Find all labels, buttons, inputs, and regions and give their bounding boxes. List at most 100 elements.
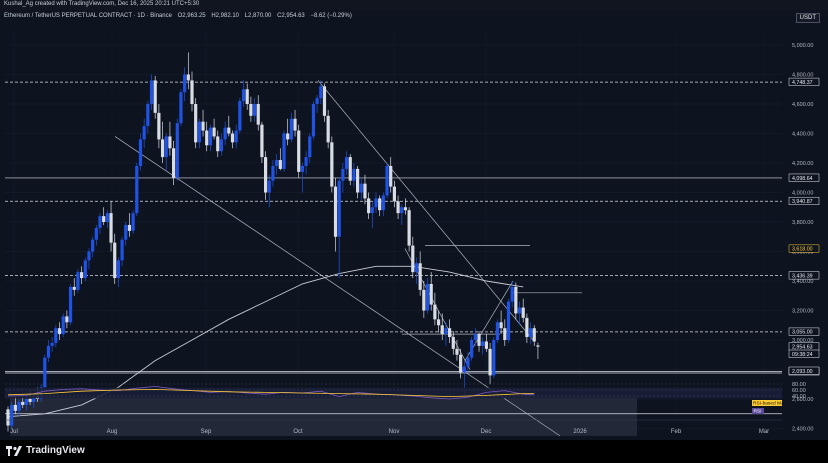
candle-body <box>322 86 327 116</box>
candle-body <box>492 340 496 376</box>
candle-body <box>525 317 529 338</box>
tradingview-logo-icon <box>6 445 22 456</box>
candle-body <box>6 409 10 426</box>
candle-body <box>83 260 87 279</box>
candle-body <box>374 198 378 208</box>
demand-zone-box <box>10 396 637 436</box>
candle-body <box>503 328 507 340</box>
time-tick-label: Dec <box>481 429 492 435</box>
price-label-box <box>788 271 820 280</box>
candle-body <box>392 186 396 202</box>
price-label: 3,055.00 <box>792 330 813 336</box>
symbol-legend: Ethereum / TetherUS PERPETUAL CONTRACT ·… <box>4 13 356 19</box>
candle-body <box>264 157 268 193</box>
candle-body <box>113 242 117 279</box>
candle-body <box>429 283 433 305</box>
candle-body <box>470 340 474 358</box>
trend-lines <box>114 80 582 437</box>
time-tick-label: Feb <box>671 429 682 435</box>
candle-body <box>105 213 109 222</box>
candle-body <box>506 301 511 340</box>
candle-body <box>54 328 58 343</box>
candle-body <box>168 136 172 149</box>
candle-body <box>473 334 477 340</box>
symbol-title[interactable]: Ethereum / TetherUS PERPETUAL CONTRACT ·… <box>4 13 172 19</box>
candle-body <box>436 319 441 326</box>
candle-body <box>352 168 356 181</box>
candle-body <box>160 139 165 158</box>
horizontal-levels <box>5 81 782 415</box>
candle-body <box>481 341 485 346</box>
candle-body <box>367 198 371 214</box>
candle-body <box>495 322 500 340</box>
price-label: 2,093.00 <box>792 369 813 375</box>
candle-body <box>91 239 95 252</box>
trend-line <box>317 80 534 341</box>
ohlc-close: C2,954.63 <box>277 13 305 19</box>
candle-body <box>146 104 150 127</box>
candle-body <box>17 401 21 411</box>
candle-body <box>260 124 264 158</box>
time-axis: Jul Aug Sep Oct Nov Dec 2026 Feb Mar <box>5 419 782 435</box>
candle-body <box>241 89 246 102</box>
candle-body <box>256 104 260 125</box>
candle-body <box>267 180 271 193</box>
candle-body <box>422 289 426 311</box>
candle-body <box>72 286 76 290</box>
ohlc-low: L2,870.00 <box>244 13 272 19</box>
candle-body <box>521 307 525 318</box>
candle-body <box>190 80 194 104</box>
price-chart[interactable]: 5,000.00 4,800.00 4,600.00 4,400.00 4,200.00… <box>0 0 828 440</box>
price-label: 4,098.64 <box>792 176 813 182</box>
candle-body <box>172 148 176 178</box>
candle-body <box>297 130 301 172</box>
candle-body <box>517 307 522 314</box>
price-tick-label: 4,200.00 <box>792 161 813 167</box>
candle-body <box>80 272 84 279</box>
candle-body <box>370 207 374 214</box>
candle-body <box>179 92 183 124</box>
candle-body <box>300 165 304 172</box>
ohlc-high: H2,982.10 <box>211 13 240 19</box>
candle-body <box>120 239 124 261</box>
candle-body <box>315 98 319 104</box>
price-label: 3,436.39 <box>792 273 813 279</box>
candle-body <box>440 325 444 335</box>
candle-body <box>194 104 198 143</box>
price-tick-label: 2,600.00 <box>792 397 813 403</box>
candle-body <box>330 142 334 187</box>
candle-body <box>197 121 201 143</box>
candle-body <box>278 160 282 169</box>
candle-body <box>484 341 488 349</box>
candle-body <box>68 286 73 323</box>
candle-body <box>356 168 360 193</box>
candle-body <box>326 115 330 143</box>
price-label-box <box>788 244 820 253</box>
candle-body <box>109 213 113 243</box>
price-tick-label: 3,400.00 <box>792 279 813 285</box>
candle-body <box>341 168 345 181</box>
moving-average <box>7 265 524 418</box>
currency-button[interactable]: USDT <box>795 13 820 23</box>
demand-zone <box>10 396 637 436</box>
price-tick-label: 5,000.00 <box>792 43 813 49</box>
tradingview-brand: TradingView <box>26 445 85 456</box>
candle-body <box>488 348 492 376</box>
candle-body <box>186 74 190 81</box>
price-label: 3,940.87 <box>792 199 813 205</box>
candle-body <box>205 130 209 146</box>
candle-body <box>164 136 168 158</box>
price-label: 4,748.37 <box>792 80 813 86</box>
rsi-value-label: RSI <box>754 409 762 415</box>
price-label: 3,618.00 <box>792 247 813 253</box>
candle-body <box>183 74 187 93</box>
candle-body <box>127 224 132 231</box>
candle-body <box>230 133 235 143</box>
price-tick-label: 3,800.00 <box>792 220 813 226</box>
tradingview-logo[interactable]: TradingView <box>6 445 85 456</box>
trend-line <box>114 136 561 437</box>
candle-body <box>116 260 120 279</box>
candle-body <box>304 157 308 166</box>
price-label: 2,954.63 <box>792 344 813 350</box>
time-tick-label: Jul <box>10 429 18 435</box>
